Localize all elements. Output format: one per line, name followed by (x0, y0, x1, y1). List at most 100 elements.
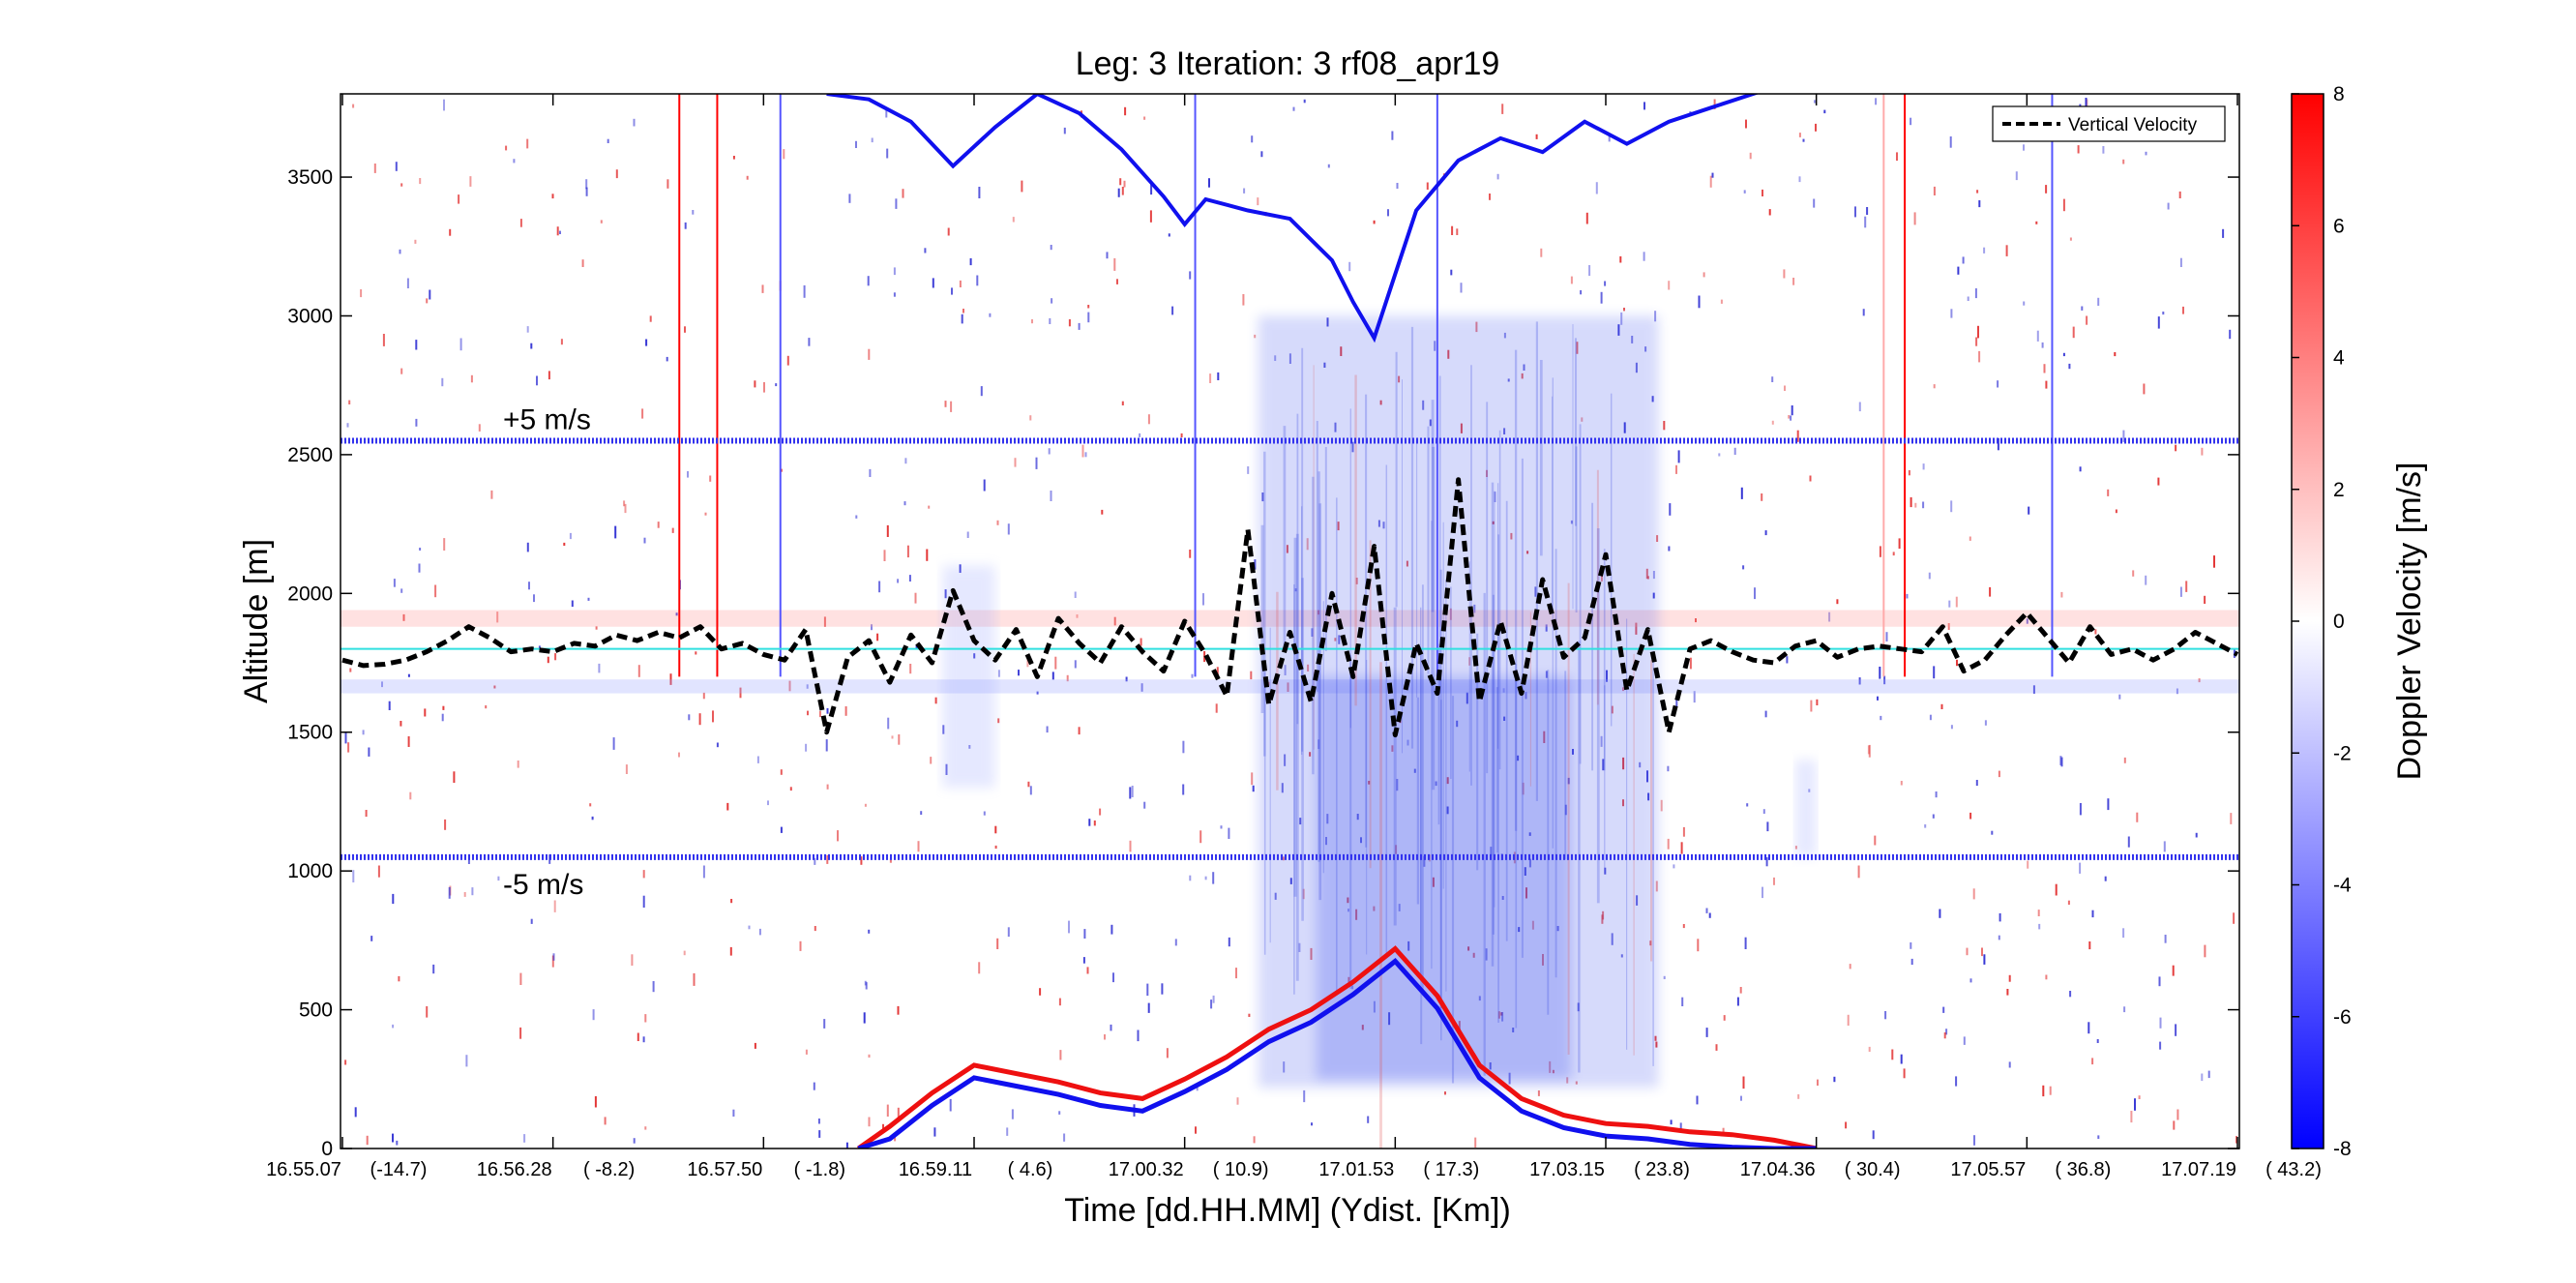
noise-speckle (2230, 813, 2233, 824)
noise-speckle (1924, 824, 1927, 828)
noise-speckle (552, 953, 555, 961)
noise-speckle (1875, 98, 1878, 105)
noise-speckle (1663, 975, 1666, 979)
noise-speckle (633, 1138, 636, 1144)
noise-speckle (1723, 1015, 1726, 1021)
noise-speckle (1908, 470, 1910, 476)
noise-speckle (352, 870, 355, 882)
noise-speckle (398, 975, 400, 982)
noise-speckle (944, 401, 947, 407)
noise-speckle (2122, 159, 2125, 164)
noise-speckle (348, 400, 351, 404)
noise-speckle (803, 284, 806, 298)
noise-speckle (1196, 1087, 1199, 1091)
noise-speckle (344, 1059, 347, 1065)
noise-speckle (1974, 288, 1977, 299)
y-tick-label: 1000 (287, 860, 333, 882)
noise-speckle (641, 408, 644, 419)
noise-speckle (2062, 352, 2065, 357)
noise-speckle (1006, 1127, 1009, 1136)
noise-speckle (607, 138, 609, 143)
noise-speckle (1063, 127, 1066, 134)
noise-speckle (400, 588, 403, 593)
noise-speckle (1682, 924, 1685, 929)
noise-speckle (1903, 1068, 1906, 1079)
x-tick-label: 16.55.07 (266, 1159, 341, 1180)
noise-speckle (786, 355, 789, 366)
x-tick-distance: (-14.7) (370, 1159, 428, 1180)
noise-speckle (1124, 106, 1127, 116)
noise-speckle (519, 1027, 522, 1039)
noise-speckle (780, 468, 783, 472)
noise-speckle (591, 816, 594, 821)
colorbar-tick-label: 0 (2333, 611, 2345, 633)
noise-speckle (805, 1049, 808, 1055)
noise-speckle (1976, 190, 1979, 194)
noise-speckle (1868, 744, 1871, 758)
noise-speckle (1823, 109, 1826, 114)
noise-speckle (1210, 1000, 1213, 1009)
noise-speckle (2213, 555, 2215, 568)
noise-speckle (1969, 536, 1971, 541)
noise-speckle (1922, 501, 1925, 509)
colorbar-label: Doppler Velocity [m/s] (2391, 462, 2428, 781)
noise-speckle (969, 257, 972, 266)
noise-speckle (1786, 656, 1789, 664)
noise-speckle (702, 865, 705, 879)
noise-speckle (2175, 1024, 2177, 1036)
noise-speckle (878, 581, 881, 593)
noise-speckle (2079, 862, 2082, 874)
noise-speckle (1078, 727, 1081, 735)
colored-verticals (678, 94, 2054, 677)
noise-speckle (1242, 294, 1245, 306)
noise-speckle (1216, 667, 1219, 678)
noise-speckle (845, 1142, 848, 1149)
noise-speckle (637, 665, 640, 677)
noise-speckle (730, 899, 733, 904)
noise-speckle (1864, 216, 1867, 228)
noise-speckle (419, 178, 422, 185)
noise-speckle (1867, 745, 1870, 755)
x-tick-distance: ( 43.2) (2265, 1159, 2322, 1180)
noise-speckle (1749, 152, 1752, 160)
noise-speckle (1247, 466, 1250, 474)
noise-speckle (2157, 316, 2160, 329)
noise-speckle (649, 315, 652, 322)
noise-speckle (2072, 326, 2075, 339)
noise-speckle (1147, 414, 1150, 425)
noise-speckle (1910, 942, 1912, 949)
noise-speckle (666, 179, 669, 189)
y-tick-label: 0 (321, 1138, 333, 1160)
noise-speckle (1693, 691, 1696, 703)
noise-speckle (581, 259, 584, 267)
noise-speckle (869, 468, 872, 477)
noise-speckle (2207, 1070, 2210, 1079)
noise-speckle (644, 1014, 647, 1023)
noise-speckle (895, 198, 898, 209)
noise-speckle (1251, 135, 1254, 143)
noise-speckle (1742, 565, 1745, 570)
surface-echo-trace-blue (857, 957, 1817, 1149)
cloud-region (1794, 760, 1817, 857)
noise-speckle (1809, 475, 1812, 482)
noise-speckle (1451, 225, 1454, 235)
noise-speckle (897, 1005, 900, 1015)
noise-speckle (1874, 835, 1877, 846)
noise-speckle (1125, 676, 1128, 682)
noise-speckle (2235, 1136, 2237, 1144)
noise-speckle (623, 500, 626, 507)
noise-speckle (966, 531, 969, 538)
noise-speckle (465, 1055, 468, 1067)
noise-speckle (1391, 131, 1394, 140)
noise-speckle (1048, 448, 1051, 455)
noise-speckle (631, 954, 634, 966)
noise-speckle (424, 708, 427, 717)
noise-speckle (983, 479, 986, 492)
noise-speckle (1086, 967, 1089, 974)
colorbar-tick-label: -8 (2333, 1138, 2352, 1160)
noise-speckle (2094, 629, 2097, 635)
noise-speckle (933, 1127, 936, 1137)
x-tick-distance: ( 17.3) (1423, 1159, 1479, 1180)
noise-speckle (2102, 146, 2105, 154)
noise-speckle (920, 811, 923, 815)
